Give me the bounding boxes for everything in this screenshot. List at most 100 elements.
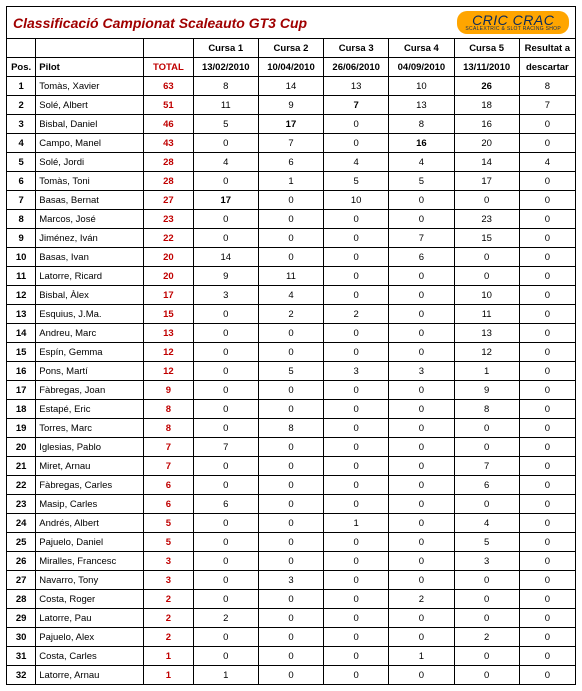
- total-header: TOTAL: [144, 58, 193, 77]
- table-row: 25Pajuelo, Daniel5000050: [7, 533, 576, 552]
- table-row: 12Bisbal, Àlex173400100: [7, 286, 576, 305]
- race-cell: 0: [324, 400, 389, 419]
- discard-cell: 0: [519, 590, 575, 609]
- race-header-2: Cursa 2: [258, 39, 323, 58]
- total-cell: 20: [144, 248, 193, 267]
- discard-cell: 0: [519, 191, 575, 210]
- race-cell: 0: [389, 552, 454, 571]
- race-cell: 0: [389, 210, 454, 229]
- race-cell: 13: [324, 77, 389, 96]
- race-cell: 3: [389, 362, 454, 381]
- pos-cell: 14: [7, 324, 36, 343]
- race-cell: 0: [258, 514, 323, 533]
- race-cell: 8: [193, 77, 258, 96]
- race-date-4: 04/09/2010: [389, 58, 454, 77]
- race-cell: 0: [324, 628, 389, 647]
- race-cell: 0: [324, 343, 389, 362]
- pilot-cell: Fàbregas, Joan: [36, 381, 144, 400]
- table-row: 20Iglesias, Pablo7700000: [7, 438, 576, 457]
- table-row: 19Torres, Marc8080000: [7, 419, 576, 438]
- race-cell: 0: [389, 628, 454, 647]
- race-cell: 0: [193, 514, 258, 533]
- race-cell: 0: [258, 210, 323, 229]
- pilot-cell: Bisbal, Àlex: [36, 286, 144, 305]
- race-cell: 0: [389, 533, 454, 552]
- discard-cell: 0: [519, 628, 575, 647]
- race-cell: 0: [324, 647, 389, 666]
- race-cell: 0: [258, 590, 323, 609]
- pos-cell: 2: [7, 96, 36, 115]
- discard-cell: 0: [519, 362, 575, 381]
- race-cell: 0: [258, 476, 323, 495]
- discard-cell: 0: [519, 609, 575, 628]
- table-row: 28Costa, Roger2000200: [7, 590, 576, 609]
- race-cell: 0: [389, 438, 454, 457]
- table-row: 15Espín, Gemma120000120: [7, 343, 576, 362]
- race-cell: 17: [193, 191, 258, 210]
- race-cell: 2: [454, 628, 519, 647]
- pos-cell: 1: [7, 77, 36, 96]
- table-row: 23Masip, Carles6600000: [7, 495, 576, 514]
- race-cell: 8: [258, 419, 323, 438]
- race-cell: 4: [324, 153, 389, 172]
- table-row: 7Basas, Bernat2717010000: [7, 191, 576, 210]
- race-cell: 0: [193, 134, 258, 153]
- race-cell: 0: [258, 533, 323, 552]
- pilot-cell: Estapé, Eric: [36, 400, 144, 419]
- pos-header: Pos.: [7, 58, 36, 77]
- pos-cell: 27: [7, 571, 36, 590]
- total-cell: 9: [144, 381, 193, 400]
- race-cell: 0: [258, 647, 323, 666]
- discard-cell: 0: [519, 571, 575, 590]
- pos-cell: 6: [7, 172, 36, 191]
- race-cell: 8: [454, 400, 519, 419]
- race-cell: 7: [193, 438, 258, 457]
- pos-cell: 16: [7, 362, 36, 381]
- discard-cell: 0: [519, 248, 575, 267]
- pilot-cell: Latorre, Pau: [36, 609, 144, 628]
- race-cell: 1: [258, 172, 323, 191]
- table-row: 13Esquius, J.Ma.150220110: [7, 305, 576, 324]
- race-header-1: Cursa 1: [193, 39, 258, 58]
- pilot-cell: Iglesias, Pablo: [36, 438, 144, 457]
- race-cell: 16: [389, 134, 454, 153]
- race-cell: 17: [258, 115, 323, 134]
- discard-cell: 4: [519, 153, 575, 172]
- pos-cell: 29: [7, 609, 36, 628]
- race-cell: 5: [193, 115, 258, 134]
- total-cell: 6: [144, 495, 193, 514]
- race-cell: 6: [193, 495, 258, 514]
- race-cell: 1: [454, 362, 519, 381]
- discard-cell: 0: [519, 666, 575, 685]
- pilot-cell: Jiménez, Iván: [36, 229, 144, 248]
- race-cell: 0: [324, 533, 389, 552]
- race-cell: 12: [454, 343, 519, 362]
- discard-cell: 0: [519, 533, 575, 552]
- race-cell: 10: [454, 286, 519, 305]
- race-cell: 0: [193, 362, 258, 381]
- race-cell: 0: [324, 210, 389, 229]
- table-row: 22Fàbregas, Carles6000060: [7, 476, 576, 495]
- pilot-cell: Campo, Manel: [36, 134, 144, 153]
- race-cell: 0: [193, 571, 258, 590]
- pos-cell: 22: [7, 476, 36, 495]
- race-cell: 9: [454, 381, 519, 400]
- pos-cell: 18: [7, 400, 36, 419]
- pos-cell: 30: [7, 628, 36, 647]
- total-cell: 1: [144, 666, 193, 685]
- race-cell: 2: [193, 609, 258, 628]
- pilot-cell: Miralles, Francesc: [36, 552, 144, 571]
- pos-cell: 32: [7, 666, 36, 685]
- pos-cell: 31: [7, 647, 36, 666]
- race-cell: 0: [454, 571, 519, 590]
- discard-cell: 0: [519, 305, 575, 324]
- race-cell: 11: [454, 305, 519, 324]
- pilot-cell: Costa, Carles: [36, 647, 144, 666]
- pos-cell: 13: [7, 305, 36, 324]
- discard-header-top: Resultat a: [519, 39, 575, 58]
- pos-cell: 11: [7, 267, 36, 286]
- race-cell: 0: [324, 552, 389, 571]
- race-cell: 4: [193, 153, 258, 172]
- race-cell: 0: [389, 495, 454, 514]
- race-cell: 0: [258, 552, 323, 571]
